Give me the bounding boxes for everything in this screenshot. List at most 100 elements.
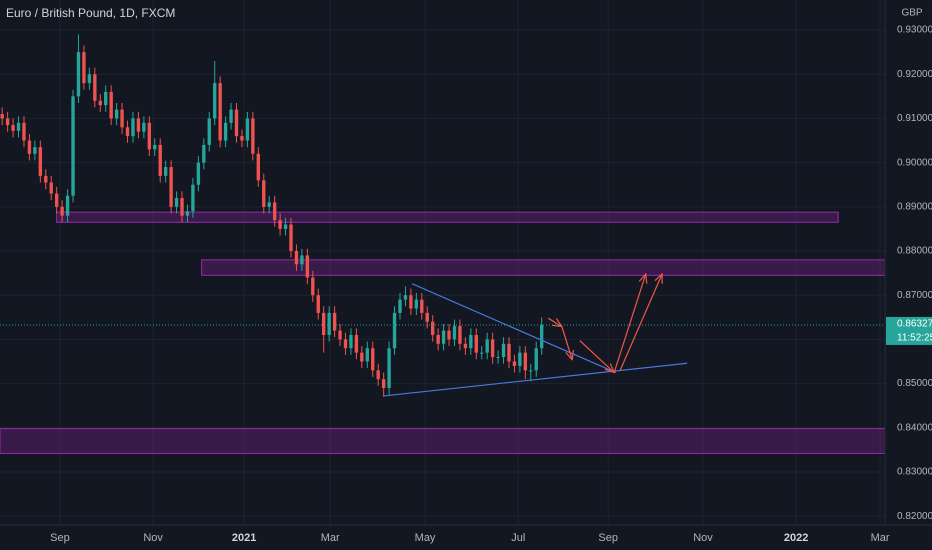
candle-body (169, 167, 173, 207)
candle-body (5, 118, 10, 126)
candle-body (414, 299, 419, 309)
y-tick-label: 0.85000 (897, 378, 932, 389)
candle-body (93, 74, 97, 101)
candle-body (452, 326, 457, 340)
candle-body (496, 357, 500, 359)
candle-body (289, 224, 293, 252)
y-tick-label: 0.93000 (897, 25, 932, 36)
y-tick-label: 0.89000 (897, 201, 932, 212)
candle-body (431, 321, 435, 335)
candle-body (191, 184, 195, 212)
candle-body (458, 326, 462, 344)
countdown-label: 11:52:25 (897, 333, 932, 344)
candle-body (278, 220, 282, 229)
candle-body (420, 299, 424, 313)
arrow (547, 317, 562, 326)
candle-body (147, 122, 152, 150)
candle-body (38, 147, 43, 176)
candle-body (283, 224, 288, 229)
candle-body (196, 162, 201, 185)
candle-body (376, 370, 380, 380)
candle-body (185, 211, 190, 216)
candle-body (392, 312, 397, 349)
axes: 0.93000 0.92000 0.91000 0.90000 0.89000 0.880… (50, 25, 932, 544)
candle-body (229, 109, 233, 123)
candle-body (354, 334, 359, 353)
candle-body (256, 153, 260, 181)
candle-body (518, 352, 522, 366)
candle-body (245, 118, 250, 141)
candle-body (120, 109, 124, 128)
candle-body (371, 348, 375, 371)
candle-body (251, 118, 255, 154)
candle-body (240, 136, 244, 141)
candle-body (223, 122, 228, 141)
candle-body (0, 114, 4, 119)
candle-body (71, 96, 75, 196)
x-tick-label: Nov (143, 532, 163, 544)
candle-body (234, 109, 239, 137)
candle-body (338, 330, 342, 340)
candle-body (534, 348, 538, 371)
candle-body (44, 175, 48, 183)
candle-body (11, 125, 15, 131)
candle-body (463, 343, 468, 349)
zone (0, 428, 886, 454)
candle-body (480, 352, 484, 354)
candle-body (202, 144, 206, 163)
candle-body (294, 251, 299, 265)
candle-body (529, 370, 533, 372)
candle-body (213, 83, 217, 119)
plot (0, 34, 886, 454)
candle-body (436, 334, 440, 344)
candle-body (272, 202, 277, 221)
y-tick-label: 0.83000 (897, 467, 932, 478)
candle-body (60, 206, 64, 216)
candle-body (98, 100, 102, 106)
unit-label: GBP (901, 8, 922, 19)
x-tick-label: 2021 (232, 532, 256, 544)
x-tick-label: 2022 (784, 532, 808, 544)
candle-body (512, 361, 517, 366)
y-tick-label: 0.82000 (897, 511, 932, 522)
x-tick-label: May (415, 532, 436, 544)
candle-body (381, 379, 386, 389)
x-tick-label: Sep (598, 532, 618, 544)
candle-body (262, 180, 266, 207)
trendline (383, 362, 688, 397)
candle-body (349, 334, 353, 349)
candle-body (501, 343, 506, 358)
candle-body (218, 83, 222, 141)
last-price-label: 0.86327 (897, 319, 932, 330)
candle-body (409, 295, 413, 309)
candle-body (322, 312, 326, 335)
y-tick-label: 0.84000 (897, 422, 932, 433)
candle-body (82, 52, 86, 84)
candle-body (16, 122, 21, 131)
candle-body (114, 109, 119, 119)
candle-body (403, 295, 408, 300)
candle-body (87, 74, 92, 84)
candle-body (54, 193, 59, 207)
grid (0, 0, 885, 525)
zone (56, 211, 839, 223)
candle-body (490, 339, 495, 358)
candle-body (485, 339, 489, 353)
candle-body (158, 144, 162, 176)
arrow (579, 340, 614, 373)
candle-body (163, 167, 168, 176)
candle-body (327, 312, 331, 335)
x-tick-label: Mar (321, 532, 340, 544)
candle-body (49, 182, 53, 194)
candle-body (267, 202, 271, 207)
arrow (561, 326, 572, 360)
y-tick-label: 0.91000 (897, 113, 932, 124)
arrow (613, 274, 646, 373)
candle-body (153, 144, 157, 150)
candle-body (365, 348, 369, 362)
candle-body (104, 91, 108, 106)
arrow (619, 274, 662, 371)
chart-title: Euro / British Pound, 1D, FXCM (6, 6, 175, 20)
candle-body (332, 312, 337, 331)
x-tick-label: Mar (871, 532, 890, 544)
